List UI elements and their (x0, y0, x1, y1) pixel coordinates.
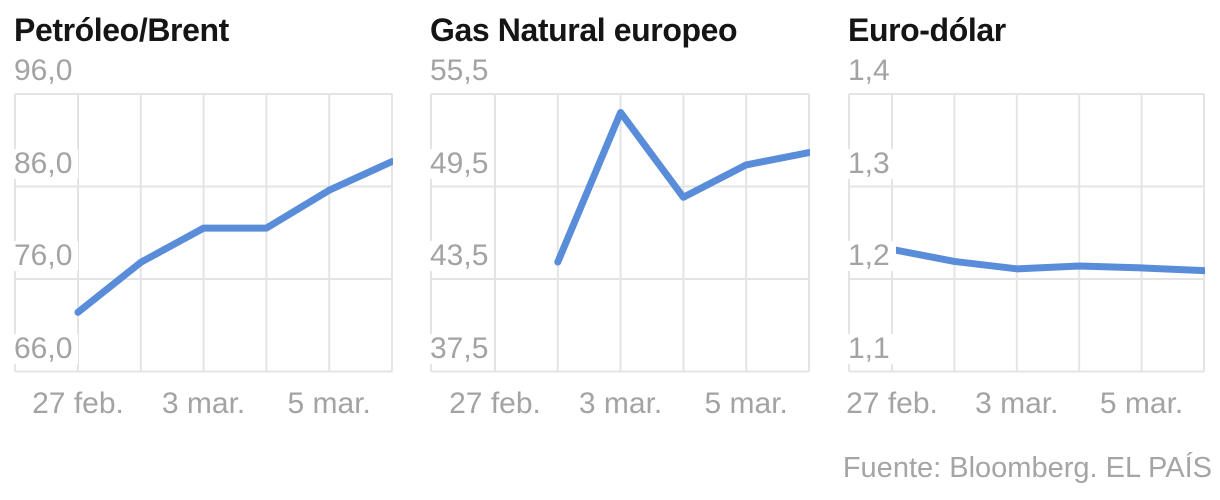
y-tick-label: 43,5 (430, 241, 495, 271)
chart-title: Gas Natural europeo (430, 12, 738, 48)
y-tick-label: 49,5 (430, 148, 495, 179)
data-line (554, 109, 810, 266)
y-tick-label: 96,0 (14, 56, 79, 86)
x-tick-label: 5 mar. (287, 387, 371, 420)
y-tick-label: 1,1 (848, 333, 896, 364)
y-tick-label: 86,0 (14, 148, 79, 179)
x-tick-label: 27 feb. (846, 387, 938, 420)
chart-gas-natural-europeo: Gas Natural europeo 55,5 49,5 43,5 37,5 27 f… (430, 0, 810, 500)
y-tick-label: 1,3 (848, 148, 896, 179)
y-tick-label: 37,5 (430, 333, 495, 364)
x-tick-label: 3 mar. (161, 387, 246, 420)
x-tick-label: 3 mar. (975, 387, 1059, 420)
chart-petroleo-brent: Petróleo/Brent 96,0 86,0 76,0 66,0 27 feb. 3 … (14, 0, 393, 500)
plot-area (848, 93, 1205, 373)
y-tick-label: 55,5 (430, 56, 495, 86)
chart-title: Euro-dólar (848, 12, 1006, 48)
x-tick-label: 27 feb. (32, 387, 124, 420)
x-tick-label: 5 mar. (704, 387, 788, 420)
chart-title: Petróleo/Brent (14, 12, 229, 48)
plot-area (430, 93, 810, 373)
x-tick-label: 5 mar. (1099, 387, 1184, 420)
data-line (888, 245, 1205, 275)
x-tick-label: 3 mar. (578, 387, 663, 420)
y-tick-label: 1,2 (848, 241, 896, 271)
x-tick-label: 27 feb. (449, 387, 541, 420)
source-footer: Fuente: Bloomberg. EL PAÍS (842, 452, 1212, 484)
y-tick-label: 66,0 (14, 333, 79, 364)
y-tick-label: 1,4 (848, 56, 896, 86)
plot-area (14, 93, 393, 373)
data-line (74, 158, 393, 316)
y-tick-label: 76,0 (14, 241, 79, 271)
chart-euro-dolar: Euro-dólar 1,4 1,3 1,2 1,1 27 feb. 3 mar. 5 ma… (846, 0, 1205, 500)
